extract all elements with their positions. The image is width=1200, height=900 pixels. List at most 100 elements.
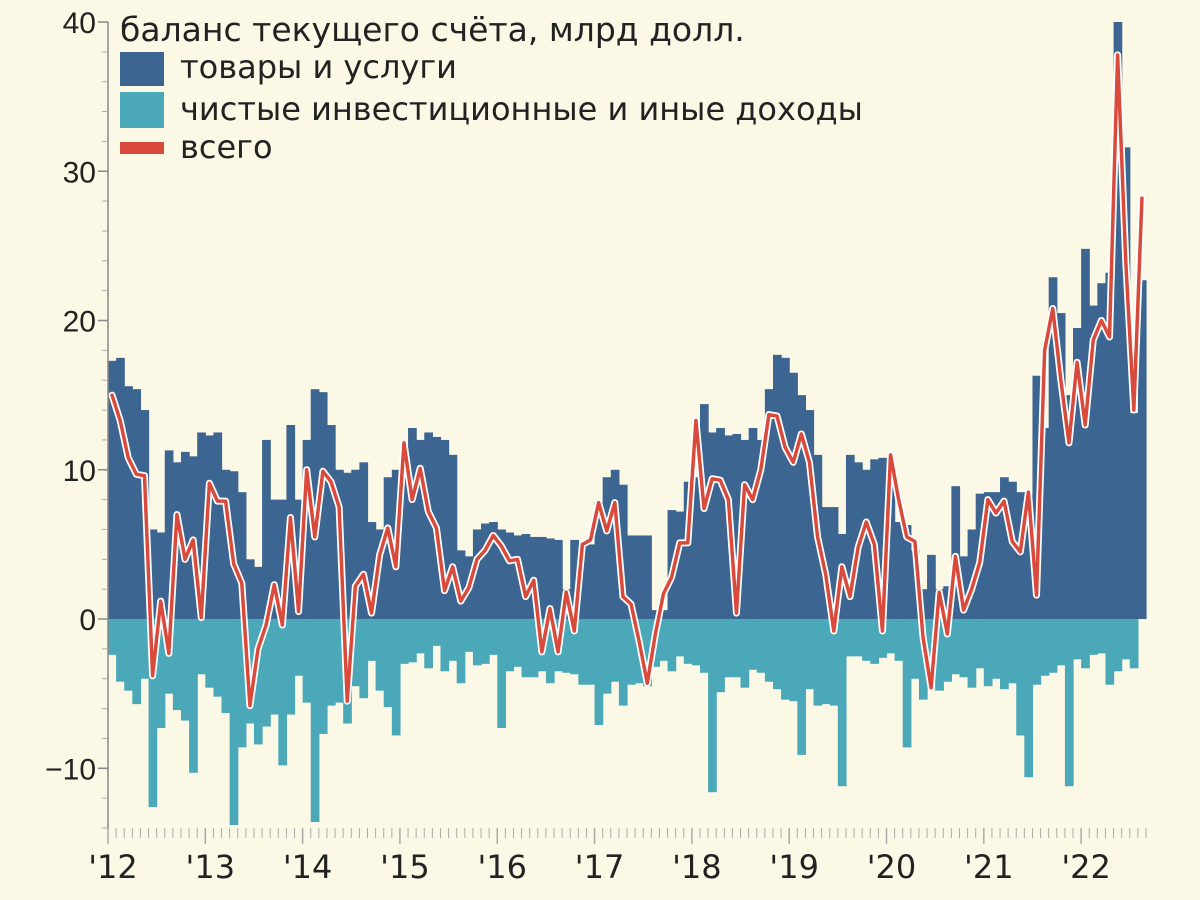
bar-goods-services (521, 533, 531, 620)
bar-investment-income (294, 619, 304, 676)
bar-investment-income (529, 619, 539, 678)
total-line (110, 53, 1144, 708)
bar-goods-services (797, 395, 807, 620)
axes: 40 30 20 10 0 −10 '12 '13 '14 '15 '16 '17 '18 '19 '20 '… (45, 7, 1147, 886)
bar-investment-income (335, 619, 344, 703)
bar-investment-income (440, 619, 450, 672)
bar-investment-income (740, 619, 750, 688)
bar-goods-services (1129, 413, 1139, 620)
bar-goods-services (643, 535, 652, 620)
bar-investment-income (967, 619, 977, 688)
legend-label-investment-income: чистые инвестиционные и иные доходы (180, 90, 863, 128)
bar-goods-services (481, 523, 490, 620)
bar-goods-services (399, 454, 409, 620)
bar-investment-income (870, 619, 879, 664)
bar-investment-income (489, 619, 498, 655)
legend-swatch-goods-services (120, 52, 164, 86)
bar-goods-services (991, 492, 1001, 620)
bar-investment-income (391, 619, 401, 736)
bar-investment-income (691, 619, 701, 666)
bar-investment-income (505, 619, 515, 672)
bar-investment-income (772, 619, 782, 690)
bar-investment-income (602, 619, 612, 694)
bar-investment-income (383, 619, 393, 708)
bar-investment-income (983, 619, 993, 687)
bar-goods-services (424, 432, 433, 620)
x-year-label: '18 (672, 848, 722, 886)
bar-investment-income (513, 619, 523, 667)
bar-goods-services (505, 532, 515, 620)
legend-label-goods-services: товары и услуги (180, 48, 457, 86)
bar-investment-income (1056, 619, 1066, 666)
bar-goods-services (789, 372, 798, 620)
bar-investment-income (1113, 619, 1123, 672)
bar-investment-income (156, 619, 166, 728)
bar-goods-services (108, 360, 117, 620)
bar-goods-services (156, 532, 166, 620)
bar-goods-services (310, 389, 320, 620)
bar-investment-income (748, 619, 758, 670)
bar-investment-income (1121, 619, 1131, 660)
bar-goods-services (570, 539, 579, 620)
bar-investment-income (1048, 619, 1058, 673)
y-tick-label: 40 (63, 7, 96, 40)
bar-investment-income (205, 619, 215, 688)
bar-goods-services (675, 511, 685, 620)
y-tick-label: 10 (63, 455, 96, 488)
bar-investment-income (708, 619, 717, 793)
bar-investment-income (464, 619, 474, 652)
bar-goods-services (489, 522, 498, 620)
bar-goods-services (1048, 277, 1058, 620)
legend-swatch-total (120, 142, 164, 154)
bar-investment-income (943, 619, 952, 682)
bar-investment-income (108, 619, 117, 655)
bar-goods-services (781, 357, 790, 620)
bar-investment-income (829, 619, 839, 706)
legend-label-total: всего (180, 128, 273, 166)
bar-goods-services (959, 556, 969, 620)
bar-goods-services (278, 499, 288, 620)
bar-goods-services (886, 477, 896, 620)
bar-goods-services (148, 529, 158, 620)
bar-goods-services (1040, 427, 1050, 620)
bar-goods-services (1121, 147, 1131, 620)
bar-goods-services (164, 450, 174, 620)
bar-investment-income (318, 619, 328, 734)
bar-goods-services (927, 554, 936, 620)
x-year-label: '22 (1061, 848, 1111, 886)
bar-goods-services (1056, 313, 1066, 620)
bar-goods-services (1097, 283, 1107, 620)
bar-goods-services (302, 439, 312, 620)
bar-investment-income (237, 619, 247, 748)
x-year-label: '17 (575, 848, 625, 886)
x-year-label: '13 (186, 848, 236, 886)
bar-investment-income (797, 619, 807, 755)
bar-goods-services (408, 427, 417, 620)
bar-goods-services (116, 357, 125, 620)
bar-goods-services (1137, 280, 1147, 620)
bar-investment-income (910, 619, 920, 679)
bar-goods-services (716, 427, 725, 620)
bar-investment-income (1016, 619, 1025, 736)
bar-investment-income (497, 619, 506, 728)
bar-investment-income (894, 619, 904, 661)
bar-goods-services (456, 550, 466, 620)
bar-investment-income (886, 619, 896, 654)
bar-goods-services (270, 499, 279, 620)
bar-investment-income (326, 619, 336, 706)
bar-goods-services (894, 522, 904, 620)
bar-investment-income (432, 619, 442, 646)
bar-investment-income (521, 619, 531, 678)
bar-goods-services (635, 535, 644, 620)
bar-investment-income (180, 619, 190, 721)
bar-investment-income (213, 619, 223, 697)
bar-goods-services (805, 410, 815, 620)
bar-investment-income (1064, 619, 1074, 787)
bar-investment-income (959, 619, 969, 678)
bar-investment-income (764, 619, 774, 682)
bar-investment-income (1040, 619, 1050, 676)
bar-investment-income (148, 619, 158, 808)
bar-investment-income (140, 619, 150, 679)
bar-goods-services (651, 610, 661, 620)
bar-investment-income (570, 619, 579, 675)
